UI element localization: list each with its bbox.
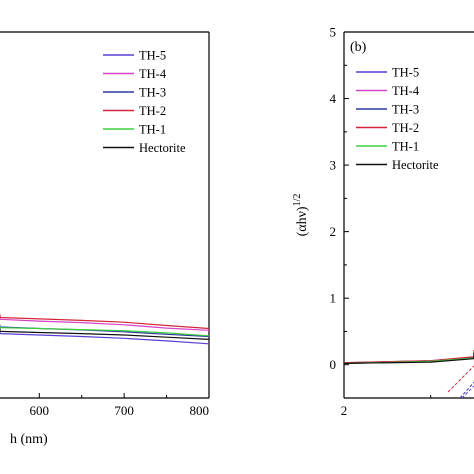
panel-a-x-tick-label: 600	[30, 403, 50, 418]
panel-b-legend-label: TH-3	[392, 103, 419, 117]
panel-b-legend-label: TH-1	[392, 140, 419, 154]
panel-b-y-tick-label: 3	[330, 158, 337, 173]
panel-b: 01234523 (b) TH-5TH-4TH-3TH-2TH-1Hectori…	[292, 25, 474, 418]
panel-b-tangent-line	[459, 381, 474, 399]
panel-a-series-line-0	[0, 330, 210, 345]
panel-b-y-axis-label-main: (αhν)	[295, 206, 310, 236]
panel-a-series-group	[0, 314, 210, 345]
svg-text:(αhν)1/2: (αhν)1/2	[292, 194, 310, 237]
panel-b-tangent-line	[461, 385, 474, 399]
panel-a-series-line-3	[0, 314, 210, 330]
panel-b-legend-label: TH-2	[392, 121, 419, 135]
panel-b-y-tick-label: 4	[330, 91, 337, 106]
panel-b-series-line-4	[343, 351, 474, 364]
panel-a-series-line-1	[0, 315, 210, 331]
panel-b-y-tick-label: 2	[330, 224, 337, 239]
panel-b-y-axis-label-superscript: 1/2	[292, 194, 303, 207]
panel-a-legend-label: TH-3	[139, 86, 166, 100]
panel-b-y-tick-label: 0	[330, 357, 337, 372]
panel-a-series-line-5	[0, 328, 210, 340]
panel-b-legend-label: TH-5	[392, 66, 419, 80]
panel-a: 600 700 800 h (nm) TH-5 TH-4 TH-3 TH-2 TH-1 Hec…	[0, 31, 210, 447]
panel-b-ticks: 01234523	[330, 25, 432, 418]
panel-a-x-tick-label: 800	[190, 403, 210, 418]
panel-b-y-tick-label: 5	[330, 25, 337, 40]
panel-b-x-tick-label: 2	[341, 403, 348, 418]
panel-b-series-line-3	[343, 350, 474, 364]
panel-a-legend-label: TH-4	[139, 67, 167, 81]
panel-b-y-axis-label: (αhν)1/2	[292, 194, 310, 237]
panel-a-legend-label: TH-1	[139, 123, 166, 137]
panel-a-legend-label: TH-5	[139, 49, 166, 63]
panel-a-ticks: 600 700 800	[30, 393, 210, 418]
panel-a-legend: TH-5 TH-4 TH-3 TH-2 TH-1 Hectorite	[103, 49, 186, 155]
panel-b-legend-label: Hectorite	[392, 158, 439, 172]
panel-b-legend-label: TH-4	[392, 84, 420, 98]
panel-b-series-line-5	[343, 352, 474, 364]
panel-a-legend-label: Hectorite	[139, 141, 186, 155]
panel-b-tangent-lines	[447, 365, 474, 399]
panel-a-x-tick-label: 700	[114, 403, 134, 418]
panel-a-x-axis-label: h (nm)	[10, 432, 48, 447]
panel-a-series-line-4	[0, 325, 210, 337]
panel-b-y-tick-label: 1	[330, 291, 337, 306]
panel-b-label: (b)	[350, 40, 367, 55]
panel-a-legend-label: TH-2	[139, 104, 166, 118]
panel-b-legend: TH-5 TH-4 TH-3 TH-2 TH-1 Hectorite	[356, 66, 439, 172]
panel-b-series-group	[343, 350, 474, 364]
panel-b-tangent-line	[447, 365, 474, 393]
